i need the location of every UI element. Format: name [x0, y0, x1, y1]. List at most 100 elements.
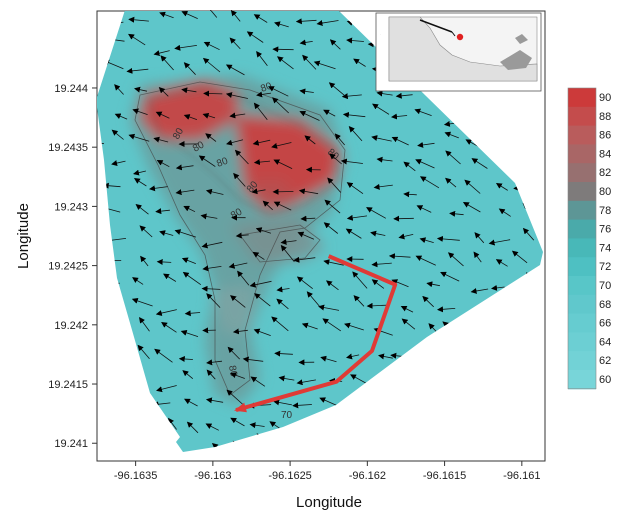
vector-arrow	[226, 139, 244, 146]
vector-arrow	[203, 90, 223, 97]
vector-arrow	[415, 255, 436, 266]
vector-arrow	[498, 208, 511, 217]
vector-arrow	[445, 177, 457, 188]
vector-arrow	[205, 188, 224, 195]
colorbar-swatch	[568, 144, 596, 164]
vector-arrow	[334, 133, 346, 146]
vector-arrow	[226, 389, 244, 406]
y-axis-label: Longitude	[15, 203, 32, 269]
vector-arrow	[251, 188, 266, 195]
vector-arrow	[174, 44, 197, 51]
y-tick-label: 19.242	[54, 320, 88, 332]
contour-label: 80	[171, 126, 186, 142]
vector-arrow	[342, 111, 366, 118]
vector-arrow	[229, 112, 246, 119]
x-tick-label: -96.163	[194, 470, 231, 482]
vector-arrow	[225, 64, 245, 76]
vector-arrow	[178, 356, 193, 362]
vector-arrow	[376, 90, 393, 97]
vector-arrow	[416, 205, 432, 213]
vector-arrow	[160, 55, 174, 71]
vector-arrow	[323, 222, 339, 234]
x-tick-label: -96.162	[349, 470, 386, 482]
vector-arrow	[153, 50, 170, 57]
vector-arrow	[140, 255, 149, 267]
vector-arrow	[156, 160, 170, 168]
inset-map: ·	[375, 12, 542, 92]
vector-arrow	[79, 398, 96, 401]
vector-arrow	[205, 423, 219, 431]
vector-arrow	[417, 141, 435, 148]
colorbar-tick-label: 76	[599, 224, 611, 236]
colorbar-tick-label: 70	[599, 280, 611, 292]
vector-arrow	[159, 11, 174, 19]
colorbar-swatch	[568, 276, 596, 296]
vector-arrow	[491, 284, 505, 291]
vector-arrow	[295, 18, 317, 25]
colorbar-swatch	[568, 106, 596, 127]
vector-arrow	[156, 385, 177, 393]
vector-arrow	[276, 286, 290, 293]
colorbar-swatch	[568, 332, 596, 352]
colorbar-swatch	[568, 257, 596, 277]
vector-arrow	[206, 293, 221, 308]
vector-arrow	[346, 182, 364, 195]
vector-arrow	[253, 328, 271, 336]
y-tick-label: 19.2415	[48, 379, 88, 391]
vector-arrow	[324, 199, 341, 214]
y-axis: 19.244 19.2435 19.243 19.2425 19.242 19.2415 1…	[48, 83, 97, 450]
colorbar-tick-label: 84	[599, 148, 611, 160]
vector-arrow	[296, 379, 316, 386]
vector-arrow	[182, 370, 194, 380]
contour-label: 80	[215, 156, 230, 170]
track-line	[234, 254, 398, 413]
vector-arrow	[470, 288, 489, 294]
vector-arrow	[414, 108, 432, 116]
vector-arrow	[184, 310, 201, 317]
vector-arrow	[328, 82, 345, 96]
vector-arrow	[313, 60, 336, 70]
vector-arrow	[225, 92, 248, 99]
vector-arrow	[495, 182, 508, 191]
vector-arrow	[235, 232, 249, 239]
vector-arrow	[183, 114, 198, 120]
vector-arrow	[133, 178, 147, 187]
vector-arrow	[253, 14, 268, 23]
vector-arrow	[181, 11, 198, 19]
vector-arrow	[511, 250, 528, 264]
vector-arrow	[250, 376, 266, 387]
vector-arrow	[174, 229, 197, 238]
vector-arrow	[205, 133, 217, 142]
vector-arrow	[96, 306, 99, 312]
y-tick-label: 19.243	[54, 201, 88, 213]
vector-arrow	[230, 417, 245, 427]
colorbar-tick-label: 90	[599, 92, 611, 104]
vector-arrow	[440, 271, 460, 282]
vector-arrow	[139, 316, 150, 332]
vector-arrow	[297, 231, 315, 240]
vector-arrow	[322, 318, 342, 332]
vector-arrow	[522, 227, 535, 241]
colorbar-tick-label: 64	[599, 336, 611, 348]
vector-arrow	[249, 422, 265, 429]
vector-arrow	[206, 359, 223, 366]
vector-arrow	[415, 159, 435, 169]
vector-arrow	[114, 84, 124, 95]
vector-arrow	[202, 10, 218, 18]
y-tick-label: 19.244	[54, 83, 88, 95]
x-tick-label: -96.1625	[268, 470, 311, 482]
vector-arrow	[316, 20, 339, 26]
vector-arrow	[371, 135, 392, 142]
vector-arrow	[327, 177, 342, 193]
x-tick-label: -96.1635	[114, 470, 157, 482]
vector-arrow	[273, 159, 293, 169]
vector-arrow	[366, 302, 388, 309]
vector-arrow	[163, 273, 177, 282]
vector-arrow	[230, 295, 246, 308]
vector-arrow	[393, 215, 414, 222]
vector-arrow	[202, 265, 222, 272]
vector-arrow	[296, 276, 313, 290]
vector-arrow	[320, 355, 337, 363]
vector-arrow	[230, 10, 241, 22]
